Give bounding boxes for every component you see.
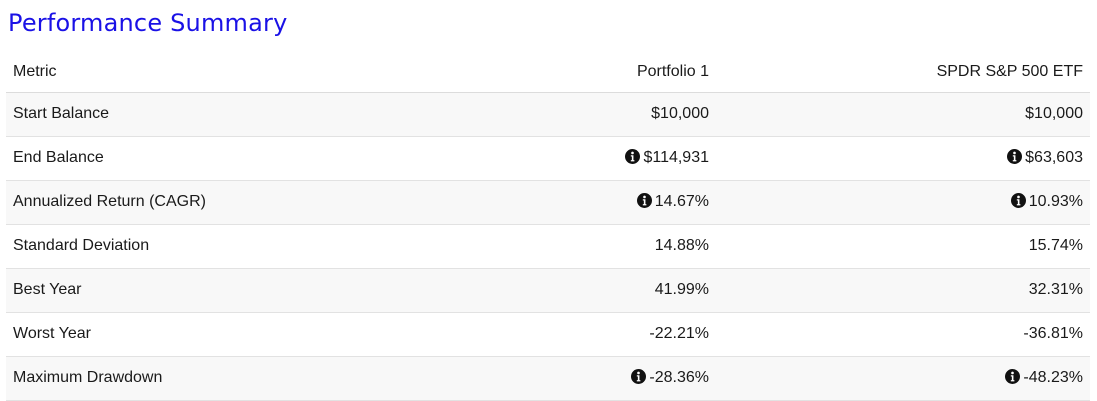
page-title: Performance Summary bbox=[8, 9, 288, 37]
table-row: End Balance $114,931 $63,603 bbox=[6, 136, 1090, 180]
metric-label: Start Balance bbox=[13, 105, 110, 122]
benchmark-value: 15.74% bbox=[1028, 237, 1083, 254]
info-circle-icon[interactable] bbox=[1007, 149, 1023, 164]
info-circle-icon[interactable] bbox=[631, 369, 647, 384]
portfolio-value: 14.88% bbox=[654, 237, 709, 254]
metric-label: End Balance bbox=[13, 149, 104, 166]
info-circle-icon[interactable] bbox=[1010, 193, 1026, 208]
info-circle-icon[interactable] bbox=[625, 149, 641, 164]
metric-label: Annualized Return (CAGR) bbox=[13, 193, 206, 210]
table-row: Standard Deviation 14.88% 15.74% bbox=[6, 224, 1090, 268]
portfolio-value-cell: -28.36% bbox=[346, 356, 716, 400]
table-header-row: Metric Portfolio 1 SPDR S&P 500 ETF bbox=[6, 53, 1090, 93]
column-header-portfolio: Portfolio 1 bbox=[346, 53, 716, 93]
portfolio-value-cell: 14.67% bbox=[346, 180, 716, 224]
benchmark-value-cell: 10.93% bbox=[716, 180, 1090, 224]
table-row: Best Year 41.99% 32.31% bbox=[6, 268, 1090, 312]
benchmark-value: -48.23% bbox=[1023, 369, 1083, 386]
portfolio-value-cell: $10,000 bbox=[346, 92, 716, 136]
metric-label: Standard Deviation bbox=[13, 237, 150, 254]
metric-label: Maximum Drawdown bbox=[13, 369, 163, 386]
portfolio-value: 14.67% bbox=[654, 193, 709, 210]
metric-label: Best Year bbox=[13, 281, 82, 298]
portfolio-value: -22.21% bbox=[649, 325, 709, 342]
benchmark-value-cell: $10,000 bbox=[716, 92, 1090, 136]
column-header-benchmark: SPDR S&P 500 ETF bbox=[716, 53, 1090, 93]
table-row: Maximum Drawdown -28.36% -48.23% bbox=[6, 356, 1090, 400]
portfolio-value: 41.99% bbox=[654, 281, 709, 298]
portfolio-value: -28.36% bbox=[649, 369, 709, 386]
benchmark-value-cell: -36.81% bbox=[716, 312, 1090, 356]
benchmark-value: $10,000 bbox=[1025, 105, 1083, 122]
portfolio-value-cell: 14.88% bbox=[346, 224, 716, 268]
benchmark-value-cell: $63,603 bbox=[716, 136, 1090, 180]
benchmark-value-cell: -48.23% bbox=[716, 356, 1090, 400]
performance-table: Metric Portfolio 1 SPDR S&P 500 ETF Star… bbox=[6, 53, 1090, 401]
info-circle-icon[interactable] bbox=[1005, 369, 1021, 384]
metric-label: Worst Year bbox=[13, 325, 91, 342]
benchmark-value-cell: 32.31% bbox=[716, 268, 1090, 312]
column-header-metric: Metric bbox=[6, 53, 346, 93]
benchmark-value-cell: 15.74% bbox=[716, 224, 1090, 268]
portfolio-value-cell: $114,931 bbox=[346, 136, 716, 180]
portfolio-value-cell: 41.99% bbox=[346, 268, 716, 312]
table-row: Start Balance $10,000 $10,000 bbox=[6, 92, 1090, 136]
portfolio-value: $114,931 bbox=[643, 149, 709, 166]
table-row: Annualized Return (CAGR) 14.67% 10.93% bbox=[6, 180, 1090, 224]
table-row: Worst Year -22.21% -36.81% bbox=[6, 312, 1090, 356]
portfolio-value-cell: -22.21% bbox=[346, 312, 716, 356]
portfolio-value: $10,000 bbox=[651, 105, 709, 122]
benchmark-value: $63,603 bbox=[1025, 149, 1083, 166]
benchmark-value: 10.93% bbox=[1028, 193, 1083, 210]
info-circle-icon[interactable] bbox=[636, 193, 652, 208]
benchmark-value: -36.81% bbox=[1023, 325, 1083, 342]
benchmark-value: 32.31% bbox=[1028, 281, 1083, 298]
